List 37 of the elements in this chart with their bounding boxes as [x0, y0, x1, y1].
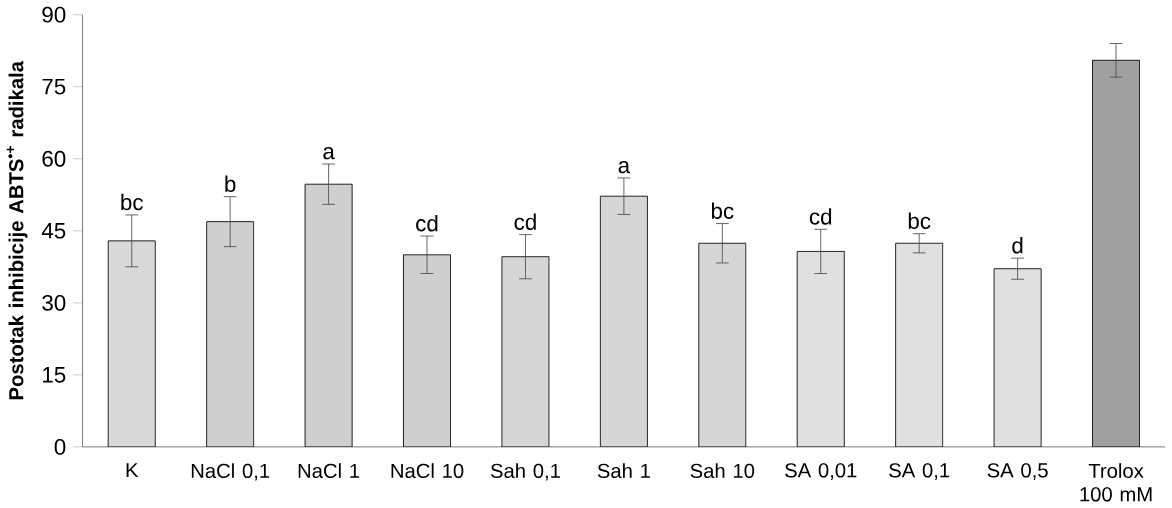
y-tick-label: 0	[54, 438, 66, 455]
bar	[501, 256, 550, 447]
bar	[107, 240, 156, 447]
x-tick-label: NaCl 1	[298, 463, 360, 478]
x-tick-label: NaCl 10	[391, 463, 464, 478]
x-tick-label: Trolox 100 mM	[1080, 463, 1152, 502]
y-tick-label: 15	[43, 366, 66, 383]
annotation: bc	[908, 212, 931, 229]
x-tick-label: Sah 0,1	[490, 463, 560, 481]
annotation: d	[1012, 236, 1023, 254]
x-tick-label: Sah 10	[690, 463, 755, 478]
x-tick-label: SA 0,1	[889, 463, 950, 480]
annotation: bc	[711, 202, 734, 219]
annotation: a	[323, 146, 335, 160]
y-tick-label: 60	[42, 150, 66, 167]
y-tick-label: 30	[42, 294, 66, 311]
y-tick-label: 45	[41, 222, 66, 239]
x-tick-label: Sah 1	[597, 463, 650, 478]
y-tick-label: 90	[42, 6, 66, 23]
annotation: cd	[809, 208, 832, 225]
annotation: a	[618, 160, 631, 174]
bar	[698, 242, 747, 447]
y-tick-label: 75	[42, 78, 66, 95]
bar	[796, 250, 845, 447]
bar	[206, 221, 255, 447]
bar	[599, 195, 648, 447]
x-tick-label: NaCl 0,1	[191, 463, 270, 481]
annotation: b	[225, 175, 236, 192]
x-tick-label: SA 0,01	[785, 463, 857, 480]
y-axis-title: Postotak inhibicije ABTS$^{•+}$ radikala	[6, 60, 28, 400]
annotation: cd	[514, 213, 536, 230]
bar	[993, 268, 1042, 447]
annotation: bc	[121, 193, 143, 211]
x-tick-label: SA 0,5	[987, 463, 1048, 480]
annotation: cd	[416, 214, 438, 232]
bar	[895, 242, 944, 447]
x-tick-label: K	[126, 463, 139, 477]
